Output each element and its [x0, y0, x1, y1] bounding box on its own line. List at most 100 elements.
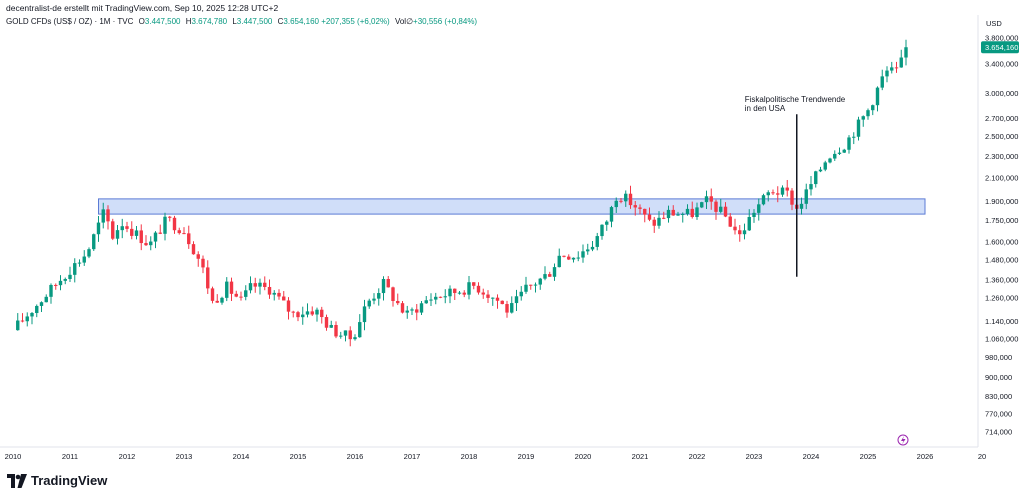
- candle[interactable]: [153, 231, 158, 249]
- candle[interactable]: [543, 266, 547, 281]
- candle[interactable]: [149, 236, 153, 251]
- candle[interactable]: [837, 147, 842, 155]
- candle[interactable]: [272, 290, 276, 301]
- candle[interactable]: [785, 179, 789, 197]
- candle[interactable]: [258, 278, 262, 295]
- candle[interactable]: [875, 86, 880, 112]
- candle[interactable]: [695, 202, 699, 220]
- candle[interactable]: [562, 255, 566, 258]
- candle[interactable]: [709, 188, 713, 210]
- candle[interactable]: [833, 150, 837, 161]
- candle[interactable]: [73, 258, 77, 283]
- candle[interactable]: [605, 220, 609, 231]
- candle[interactable]: [866, 108, 870, 120]
- candle[interactable]: [491, 297, 495, 306]
- candle[interactable]: [567, 254, 571, 261]
- candle[interactable]: [457, 291, 462, 295]
- candle[interactable]: [362, 299, 367, 331]
- candle[interactable]: [624, 190, 628, 207]
- candle[interactable]: [353, 334, 357, 341]
- candle[interactable]: [600, 224, 604, 240]
- candle[interactable]: [210, 286, 215, 304]
- candle[interactable]: [125, 221, 129, 233]
- support-resistance-zone[interactable]: [98, 198, 926, 215]
- candle[interactable]: [538, 277, 542, 290]
- candle[interactable]: [20, 313, 25, 323]
- candle[interactable]: [49, 283, 53, 304]
- candle[interactable]: [676, 211, 680, 216]
- candle[interactable]: [638, 204, 642, 215]
- candle[interactable]: [144, 235, 148, 247]
- candle[interactable]: [662, 211, 666, 220]
- candle[interactable]: [419, 300, 424, 315]
- candle[interactable]: [548, 271, 552, 277]
- candle[interactable]: [286, 297, 291, 320]
- candle[interactable]: [818, 166, 823, 173]
- candle[interactable]: [472, 282, 476, 290]
- candle[interactable]: [752, 209, 756, 223]
- candle[interactable]: [310, 306, 314, 317]
- candle[interactable]: [890, 61, 894, 74]
- candle[interactable]: [82, 250, 86, 266]
- candle[interactable]: [305, 303, 310, 318]
- candle[interactable]: [429, 293, 433, 307]
- candle[interactable]: [267, 279, 272, 299]
- candle[interactable]: [609, 205, 614, 228]
- candle[interactable]: [168, 215, 172, 222]
- candle[interactable]: [386, 276, 390, 288]
- candle[interactable]: [524, 276, 528, 294]
- candle[interactable]: [101, 202, 105, 229]
- candle[interactable]: [87, 247, 91, 259]
- candle[interactable]: [191, 241, 196, 255]
- candle[interactable]: [234, 290, 238, 298]
- candle[interactable]: [809, 176, 813, 196]
- candle[interactable]: [823, 160, 827, 172]
- candle[interactable]: [486, 290, 490, 304]
- candle[interactable]: [885, 66, 889, 83]
- candle[interactable]: [301, 306, 305, 325]
- candle[interactable]: [828, 157, 832, 164]
- candle[interactable]: [400, 300, 405, 314]
- candle[interactable]: [704, 190, 709, 209]
- candle[interactable]: [904, 39, 908, 66]
- candle[interactable]: [120, 218, 124, 239]
- candle[interactable]: [619, 197, 623, 204]
- candle[interactable]: [35, 304, 39, 318]
- candle[interactable]: [130, 221, 134, 240]
- candle[interactable]: [595, 232, 599, 251]
- candle[interactable]: [467, 275, 471, 300]
- candle[interactable]: [514, 289, 519, 311]
- candle[interactable]: [410, 307, 414, 316]
- candle[interactable]: [671, 205, 675, 216]
- candle[interactable]: [576, 251, 580, 262]
- candle[interactable]: [856, 116, 861, 141]
- candle[interactable]: [571, 257, 576, 263]
- candle[interactable]: [814, 170, 818, 188]
- candle[interactable]: [733, 218, 737, 235]
- candle[interactable]: [77, 259, 82, 267]
- candle[interactable]: [106, 205, 110, 230]
- candle[interactable]: [372, 293, 376, 305]
- candle[interactable]: [296, 310, 300, 322]
- candle[interactable]: [614, 197, 618, 213]
- event-marker-icon[interactable]: [897, 434, 909, 446]
- tradingview-brand[interactable]: TradingView: [7, 473, 107, 488]
- candle[interactable]: [324, 314, 329, 331]
- candle[interactable]: [263, 276, 267, 291]
- candle[interactable]: [343, 330, 348, 342]
- candle[interactable]: [723, 202, 728, 218]
- candle[interactable]: [476, 282, 481, 295]
- candle[interactable]: [780, 185, 785, 197]
- candle[interactable]: [282, 291, 286, 301]
- candle[interactable]: [244, 285, 248, 301]
- candle[interactable]: [852, 132, 856, 145]
- candle[interactable]: [643, 208, 647, 223]
- candle[interactable]: [738, 224, 742, 242]
- candle[interactable]: [92, 233, 96, 251]
- candle[interactable]: [462, 290, 466, 298]
- candle[interactable]: [453, 288, 457, 301]
- candle[interactable]: [196, 251, 200, 267]
- candle[interactable]: [742, 223, 747, 240]
- candle[interactable]: [320, 306, 324, 324]
- candle[interactable]: [134, 226, 139, 240]
